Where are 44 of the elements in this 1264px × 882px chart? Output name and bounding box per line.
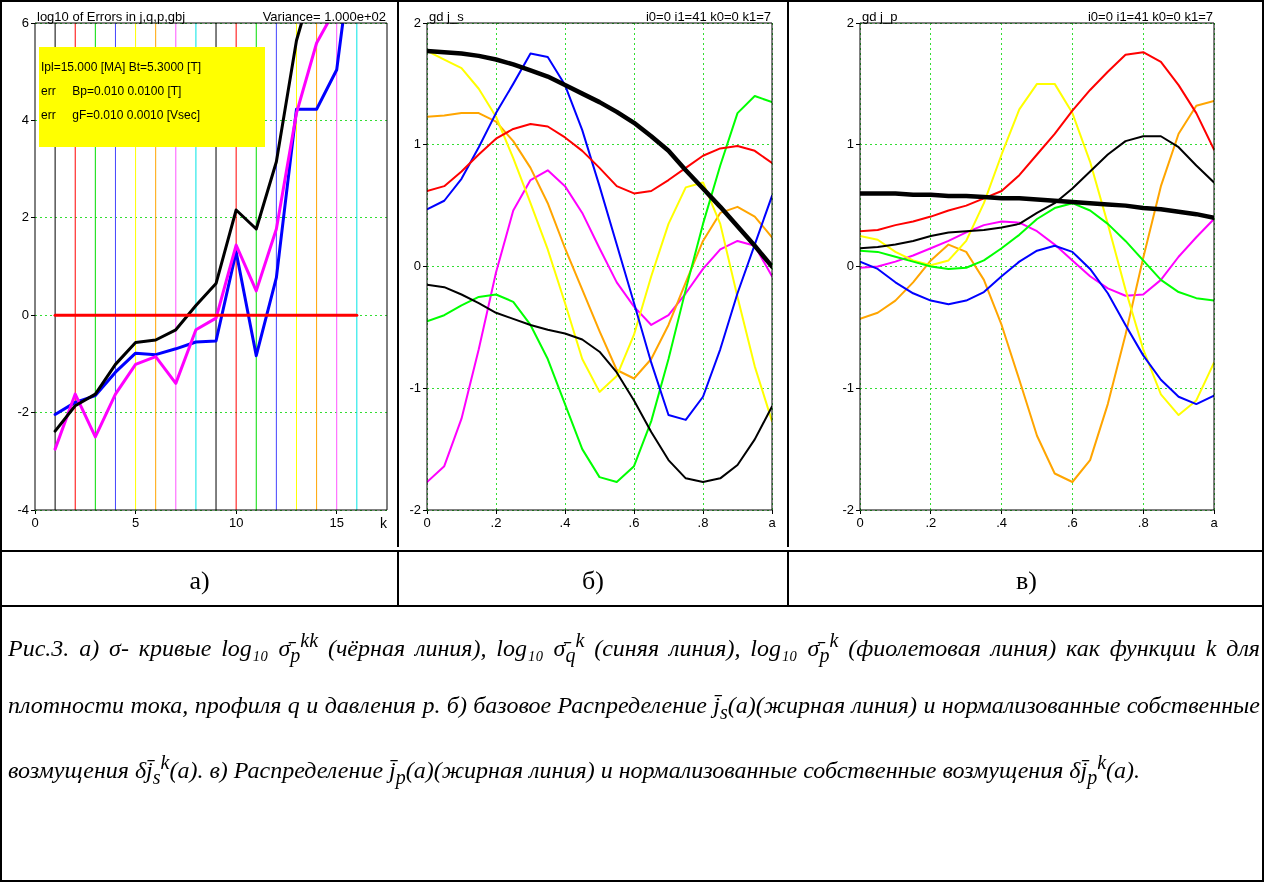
y-tick-label: 6 — [21, 14, 29, 30]
x-tick-label: 15 — [329, 515, 344, 531]
x-tick-label: .4 — [559, 515, 571, 531]
chart-subtitle: i0=0 i1=41 k0=0 k1=7 — [645, 9, 771, 25]
y-tick-label: 1 — [413, 136, 421, 152]
chart-title: log10 of Errors in j,q,p,gbj — [37, 9, 186, 25]
x-tick-label: a — [768, 515, 777, 531]
x-tick-label: 10 — [228, 515, 244, 531]
y-tick-label: 4 — [21, 111, 29, 127]
x-tick-label: .8 — [697, 515, 709, 531]
chart-subtitle: i0=0 i1=41 k0=0 k1=7 — [1087, 9, 1213, 25]
x-tick-label: .6 — [1066, 515, 1078, 531]
y-tick-label: -2 — [409, 501, 421, 517]
y-tick-label: 0 — [21, 306, 29, 322]
y-tick-label: 0 — [846, 258, 854, 274]
y-tick-label: 1 — [846, 136, 854, 152]
text: Рис.3. а) σ- кривые log₁₀ σ̄$_{p}$$^{kk}$ (чёрная линия), log₁₀ σ̄$_{q}$$^{k}$ (синяя линия), log₁₀ σ̄$_{p}$$^{k}$ (фиолетовая линия) как функции k для плотности тока, профиля q и давления p. б) базовое Распределение j̄$_{s}$(a)(жирная линия) и нормализованные собственные возмущения δj̄$_{s}$$^{k}$(a). в) Распределение j̄$_{p}$(a)(жирная линия) и нормализованные собственные возмущения δj̄$_{p}$$^{k}$(a). — [8, 629, 1261, 788]
x-tick-label: 5 — [131, 515, 140, 531]
chart-subtitle: Variance= 1.000e+02 — [262, 9, 386, 25]
y-tick-label: -4 — [17, 501, 29, 517]
y-tick-label: -1 — [842, 379, 854, 395]
y-tick-label: -2 — [17, 404, 29, 420]
y-tick-label: -1 — [409, 379, 421, 395]
x-tick-label: .4 — [996, 515, 1008, 531]
y-tick-label: 2 — [413, 14, 421, 30]
chart-title: gd j_p — [862, 9, 898, 25]
x-tick-label: a — [1210, 515, 1219, 531]
text: в) — [787, 550, 1264, 607]
y-tick-label: -2 — [842, 501, 854, 517]
y-tick-label: 2 — [846, 14, 854, 30]
x-tick-label: .2 — [925, 515, 937, 531]
text: б) — [397, 550, 787, 607]
x-tick-label: .6 — [628, 515, 640, 531]
x-tick-label: 0 — [423, 515, 431, 531]
x-axis-title: k — [380, 514, 388, 531]
x-tick-label: 0 — [856, 515, 864, 531]
x-tick-label: .8 — [1137, 515, 1149, 531]
y-tick-label: 0 — [413, 258, 421, 274]
chart-title: gd j_s — [429, 9, 465, 25]
y-tick-label: 2 — [21, 209, 29, 225]
label-box: Ipl=15.000 [MA] Bt=5.3000 [T] err Bp=0.010 0.0100 [T] err gF=0.010 0.0010 [Vsec] — [39, 47, 265, 147]
x-tick-label: 0 — [31, 515, 39, 531]
x-tick-label: .2 — [490, 515, 502, 531]
text: а) — [2, 550, 397, 607]
